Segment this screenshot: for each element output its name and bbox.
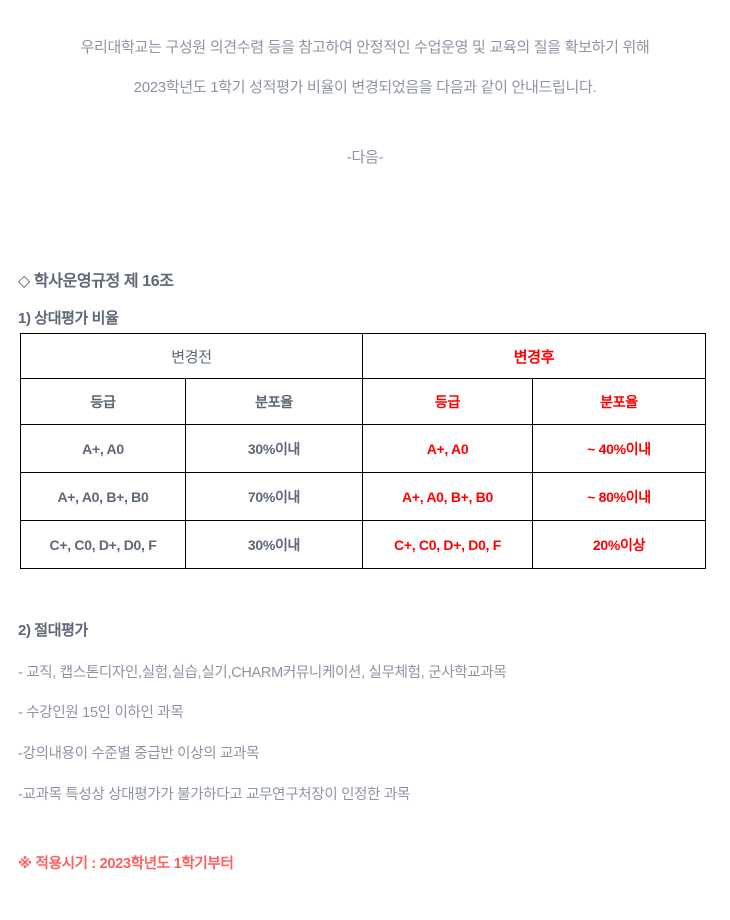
cell-before-ratio: 30%이내	[184, 424, 364, 473]
section-relative-heading: 1) 상대평가 비율	[18, 310, 119, 327]
cell-before-grade: A+, A0, B+, B0	[20, 472, 186, 521]
table-row: A+, A0 30%이내 A+, A0 ~ 40%이내	[20, 424, 707, 473]
column-header-before-grade: 등급	[20, 378, 186, 425]
column-header-after-ratio: 분포율	[532, 378, 707, 425]
table-group-header-row: 변경전 변경후	[19, 333, 707, 379]
list-item: -강의내용이 수준별 중급반 이상의 교과목	[18, 746, 260, 762]
group-header-after: 변경후	[362, 333, 707, 379]
table-column-header-row: 등급 분포율 등급 분포율	[20, 378, 707, 425]
intro-line-1: 우리대학교는 구성원 의견수렴 등을 참고하여 안정적인 수업운영 및 교육의 …	[80, 39, 650, 56]
section-absolute-heading: 2) 절대평가	[18, 622, 88, 639]
intro-line-2: 2023학년도 1학기 성적평가 비율이 변경되었음을 다음과 같이 안내드립니…	[133, 79, 597, 96]
article-heading: ◇ 학사운영규정 제 16조	[18, 273, 174, 290]
cell-after-grade: C+, C0, D+, D0, F	[362, 520, 534, 569]
application-date-note: ※ 적용시기 : 2023학년도 1학기부터	[18, 856, 234, 872]
intro-paragraph: 우리대학교는 구성원 의견수렴 등을 참고하여 안정적인 수업운영 및 교육의 …	[0, 28, 730, 108]
grade-ratio-table: 변경전 변경후 등급 분포율 등급 분포율 A+, A0 30%이내 A+, A…	[19, 333, 707, 569]
cell-after-ratio: 20%이상	[532, 520, 707, 569]
list-item: - 수강인원 15인 이하인 과목	[18, 705, 184, 721]
column-header-after-grade: 등급	[362, 378, 534, 425]
cell-before-ratio: 30%이내	[184, 520, 364, 569]
list-item: - 교직, 캡스톤디자인,실험,실습,실기,CHARM커뮤니케이션, 실무체험,…	[18, 665, 507, 681]
cell-after-grade: A+, A0	[362, 424, 534, 473]
separator-label: -다음-	[346, 149, 384, 166]
group-header-before: 변경전	[19, 333, 364, 379]
cell-before-grade: A+, A0	[20, 424, 186, 473]
cell-after-ratio: ~ 80%이내	[532, 472, 707, 521]
column-header-before-ratio: 분포율	[184, 378, 364, 425]
cell-before-ratio: 70%이내	[184, 472, 364, 521]
cell-before-grade: C+, C0, D+, D0, F	[20, 520, 186, 569]
table-row: C+, C0, D+, D0, F 30%이내 C+, C0, D+, D0, …	[20, 520, 707, 569]
cell-after-grade: A+, A0, B+, B0	[362, 472, 534, 521]
list-item: -교과목 특성상 상대평가가 불가하다고 교무연구처장이 인정한 과목	[18, 787, 411, 803]
table-row: A+, A0, B+, B0 70%이내 A+, A0, B+, B0 ~ 80…	[20, 472, 707, 521]
cell-after-ratio: ~ 40%이내	[532, 424, 707, 473]
